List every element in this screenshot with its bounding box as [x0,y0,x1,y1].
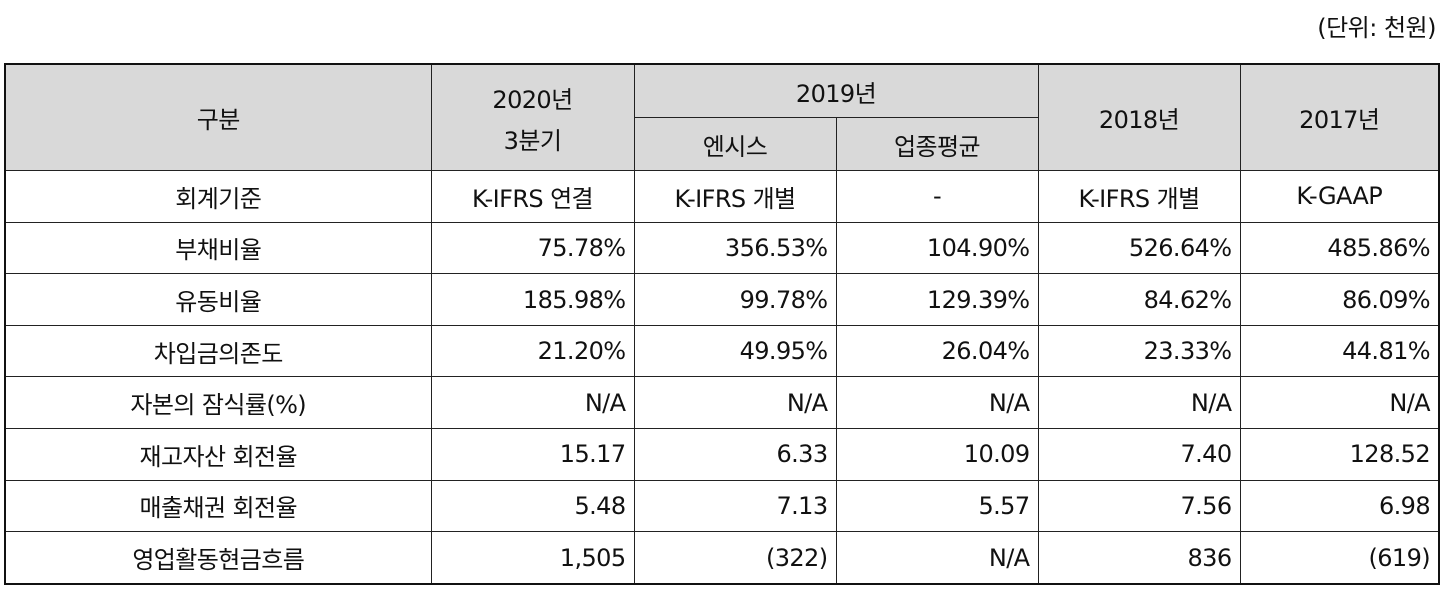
unit-note: (단위: 천원) [1317,14,1436,42]
row-label: 유동비율 [4,273,432,326]
cell-v2019b: N/A [835,376,1039,430]
cell-v2019a: N/A [633,376,837,430]
cell-v2020: 21.20% [430,324,635,378]
header-2020: 2020년 3분기 [430,63,635,171]
cell-v2017: 128.52 [1239,428,1440,481]
cell-v2019a: 7.13 [633,479,837,533]
table-row: 부채비율 75.78% 356.53% 104.90% 526.64% 485.86% [4,221,1440,275]
cell-v2019a: 6.33 [633,428,837,481]
cell-v2020: 5.48 [430,479,635,533]
row-label: 영업활동현금흐름 [4,531,432,585]
header-2019-nsys: 엔시스 [633,117,837,171]
cell-v2020: 185.98% [430,273,635,326]
row-label: 차입금의존도 [4,324,432,378]
row-label: 매출채권 회전율 [4,479,432,533]
cell-v2018: 836 [1037,531,1241,585]
cell-v2019b: 5.57 [835,479,1039,533]
cell-v2019b: N/A [835,531,1039,585]
cell-v2017: K-GAAP [1239,170,1440,223]
header-2017: 2017년 [1239,63,1440,171]
row-label: 부채비율 [4,221,432,275]
cell-v2019a: 356.53% [633,221,837,275]
cell-v2020: N/A [430,376,635,430]
cell-v2020: 15.17 [430,428,635,481]
table-row: 차입금의존도 21.20% 49.95% 26.04% 23.33% 44.81% [4,324,1440,378]
cell-v2019b: 129.39% [835,273,1039,326]
cell-v2019a: (322) [633,531,837,585]
cell-v2018: 7.40 [1037,428,1241,481]
table-row: 재고자산 회전율 15.17 6.33 10.09 7.40 128.52 [4,428,1440,481]
cell-v2019b: - [835,170,1039,223]
row-label: 회계기준 [4,170,432,223]
cell-v2017: 44.81% [1239,324,1440,378]
cell-v2017: 86.09% [1239,273,1440,326]
cell-v2019b: 10.09 [835,428,1039,481]
cell-v2017: 6.98 [1239,479,1440,533]
cell-v2017: (619) [1239,531,1440,585]
cell-v2020: 75.78% [430,221,635,275]
cell-v2020: K-IFRS 연결 [430,170,635,223]
header-2019-industry-avg: 업종평균 [835,117,1039,171]
cell-v2017: N/A [1239,376,1440,430]
table-row: 유동비율 185.98% 99.78% 129.39% 84.62% 86.09% [4,273,1440,326]
cell-v2018: K-IFRS 개별 [1037,170,1241,223]
table-row: 회계기준 K-IFRS 연결 K-IFRS 개별 - K-IFRS 개별 K-GAAP [4,170,1440,223]
cell-v2020: 1,505 [430,531,635,585]
header-2019: 2019년 [633,63,1039,118]
row-label: 재고자산 회전율 [4,428,432,481]
cell-v2019a: 99.78% [633,273,837,326]
cell-v2019a: 49.95% [633,324,837,378]
table-row: 매출채권 회전율 5.48 7.13 5.57 7.56 6.98 [4,479,1440,533]
cell-v2018: N/A [1037,376,1241,430]
header-2018: 2018년 [1037,63,1241,171]
table-row: 자본의 잠식률(%) N/A N/A N/A N/A N/A [4,376,1440,430]
cell-v2018: 23.33% [1037,324,1241,378]
cell-v2019b: 104.90% [835,221,1039,275]
financial-ratio-table: 구분 2020년 3분기 2019년 2018년 2017년 엔시스 업종평균 … [4,63,1441,585]
cell-v2019a: K-IFRS 개별 [633,170,837,223]
row-label: 자본의 잠식률(%) [4,376,432,430]
header-2020-quarter: 3분기 [503,126,562,155]
header-category: 구분 [4,63,432,171]
header-2020-year: 2020년 [492,85,573,114]
cell-v2018: 84.62% [1037,273,1241,326]
cell-v2019b: 26.04% [835,324,1039,378]
cell-v2017: 485.86% [1239,221,1440,275]
cell-v2018: 526.64% [1037,221,1241,275]
cell-v2018: 7.56 [1037,479,1241,533]
table-row: 영업활동현금흐름 1,505 (322) N/A 836 (619) [4,531,1440,585]
